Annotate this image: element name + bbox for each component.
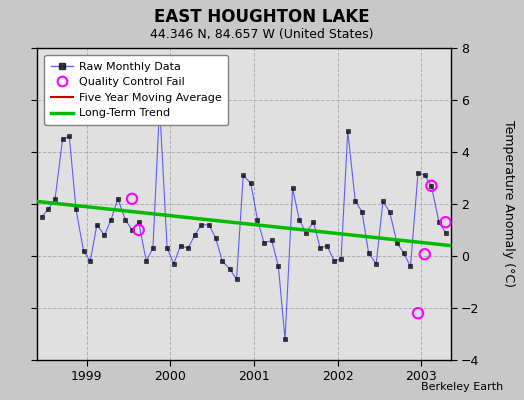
Text: EAST HOUGHTON LAKE: EAST HOUGHTON LAKE <box>154 8 370 26</box>
Legend: Raw Monthly Data, Quality Control Fail, Five Year Moving Average, Long-Term Tren: Raw Monthly Data, Quality Control Fail, … <box>45 55 228 125</box>
Point <box>135 227 143 233</box>
Text: Berkeley Earth: Berkeley Earth <box>421 382 503 392</box>
Y-axis label: Temperature Anomaly (°C): Temperature Anomaly (°C) <box>501 120 515 288</box>
Point <box>441 219 450 225</box>
Text: 44.346 N, 84.657 W (United States): 44.346 N, 84.657 W (United States) <box>150 28 374 41</box>
Point <box>414 310 422 316</box>
Point <box>421 251 429 257</box>
Point <box>128 196 136 202</box>
Point <box>427 182 435 189</box>
